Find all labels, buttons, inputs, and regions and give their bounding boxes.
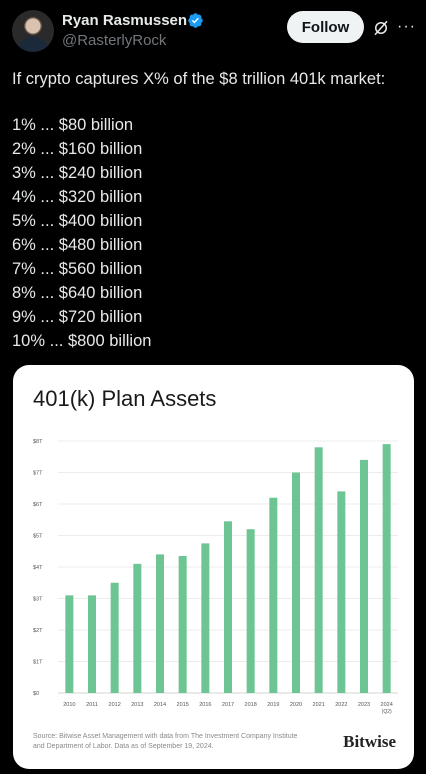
x-tick-label: 2018 bbox=[245, 702, 257, 708]
tweet-line: 8% ... $640 billion bbox=[12, 284, 143, 302]
y-tick-label: $3T bbox=[33, 597, 43, 603]
tweet-line: 2% ... $160 billion bbox=[12, 140, 143, 158]
bar bbox=[246, 529, 255, 693]
y-tick-label: $7T bbox=[33, 471, 43, 477]
bar bbox=[382, 444, 391, 693]
x-tick-label: 2014 bbox=[154, 702, 166, 708]
bar bbox=[314, 447, 323, 693]
y-tick-label: $1T bbox=[33, 660, 43, 666]
bar bbox=[360, 459, 368, 693]
avatar[interactable] bbox=[12, 10, 54, 52]
display-name[interactable]: Ryan Rasmussen bbox=[62, 12, 188, 29]
y-tick-label: $4T bbox=[33, 565, 43, 571]
follow-button[interactable]: Follow bbox=[287, 11, 364, 43]
y-tick-label: $8T bbox=[33, 439, 43, 445]
x-tick-sublabel: (Q2) bbox=[382, 709, 392, 715]
tweet-lines: 1% ... $80 billion 2% ... $160 billion 3% … bbox=[12, 113, 417, 353]
tweet-line: 5% ... $400 billion bbox=[12, 212, 143, 230]
bar bbox=[156, 554, 164, 693]
bar bbox=[88, 595, 96, 693]
bitwise-logo: Bitwise bbox=[343, 732, 396, 751]
bar bbox=[292, 472, 300, 693]
tweet-header: Ryan Rasmussen @RasterlyRock Follow ··· bbox=[0, 0, 426, 62]
tweet-line: 10% ... $800 billion bbox=[12, 332, 152, 350]
bar bbox=[224, 521, 232, 693]
chart-title: 401(k) Plan Assets bbox=[33, 386, 217, 411]
x-tick-label: 2023 bbox=[358, 702, 370, 708]
y-tick-label: $6T bbox=[33, 502, 43, 508]
bar bbox=[133, 563, 142, 693]
tweet-line: 3% ... $240 billion bbox=[12, 164, 143, 182]
bar bbox=[337, 491, 346, 693]
x-tick-label: 2016 bbox=[199, 702, 211, 708]
bar bbox=[269, 497, 278, 693]
bar bbox=[178, 555, 187, 693]
x-tick-label: 2020 bbox=[290, 702, 302, 708]
x-tick-label: 2017 bbox=[222, 702, 234, 708]
blank-line bbox=[12, 91, 417, 113]
x-tick-label: 2019 bbox=[267, 702, 279, 708]
x-tick-label: 2013 bbox=[131, 702, 143, 708]
x-tick-label: 2021 bbox=[313, 702, 325, 708]
user-handle[interactable]: @RasterlyRock bbox=[62, 32, 167, 49]
x-tick-label: 2012 bbox=[109, 702, 121, 708]
x-tick-label: 2022 bbox=[335, 702, 347, 708]
tweet-line: 4% ... $320 billion bbox=[12, 188, 143, 206]
x-tick-label: 2015 bbox=[177, 702, 189, 708]
bar bbox=[110, 582, 119, 693]
y-tick-label: $5T bbox=[33, 534, 43, 540]
tweet-line: 9% ... $720 billion bbox=[12, 308, 143, 326]
y-tick-label: $2T bbox=[33, 628, 43, 634]
x-tick-label: 2024 bbox=[381, 702, 393, 708]
grok-icon[interactable] bbox=[372, 19, 390, 37]
tweet-intro: If crypto captures X% of the $8 trillion… bbox=[12, 70, 386, 88]
bar bbox=[65, 595, 74, 693]
x-tick-label: 2011 bbox=[86, 702, 98, 708]
tweet-line: 1% ... $80 billion bbox=[12, 116, 134, 134]
x-tick-label: 2010 bbox=[63, 702, 75, 708]
bar-chart: $0 $1T $2T $3T $4T $5T $6T $7T $8T 2010 2011 2012 20… bbox=[33, 439, 398, 715]
verified-badge-icon bbox=[188, 13, 203, 28]
chart-image-card[interactable]: 401(k) Plan Assets $0 $1T $2T $3T $4T $5T $6T $… bbox=[13, 365, 414, 769]
tweet-text: If crypto captures X% of the $8 trillion… bbox=[12, 67, 417, 353]
tweet-line: 6% ... $480 billion bbox=[12, 236, 143, 254]
bar bbox=[201, 543, 210, 693]
y-tick-label: $0 bbox=[33, 691, 39, 697]
tweet-line: 7% ... $560 billion bbox=[12, 260, 143, 278]
source-note: Source: Bitwise Asset Management with da… bbox=[33, 733, 298, 750]
more-options-icon[interactable]: ··· bbox=[397, 18, 416, 35]
